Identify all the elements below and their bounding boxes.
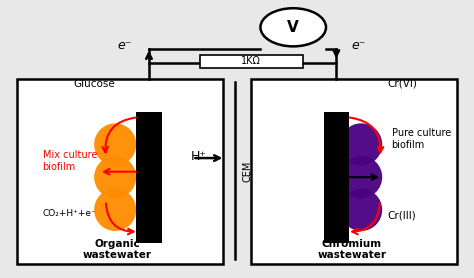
FancyArrowPatch shape xyxy=(352,203,380,234)
Ellipse shape xyxy=(340,123,382,166)
Text: Chromium
wastewater: Chromium wastewater xyxy=(317,239,386,260)
Text: e⁻: e⁻ xyxy=(117,39,132,51)
FancyArrowPatch shape xyxy=(106,203,134,234)
Ellipse shape xyxy=(94,189,137,231)
Ellipse shape xyxy=(340,189,382,231)
Text: 1KΩ: 1KΩ xyxy=(241,56,261,66)
Text: Cr(III): Cr(III) xyxy=(387,210,416,220)
FancyArrowPatch shape xyxy=(350,174,377,180)
Ellipse shape xyxy=(94,123,137,166)
FancyArrowPatch shape xyxy=(102,118,136,152)
Ellipse shape xyxy=(340,156,382,198)
Text: CEM: CEM xyxy=(243,161,253,182)
Text: CO₂+H⁺+e⁻: CO₂+H⁺+e⁻ xyxy=(43,209,96,219)
FancyArrowPatch shape xyxy=(104,169,136,175)
Text: Organic
wastewater: Organic wastewater xyxy=(83,239,152,260)
Text: H⁺: H⁺ xyxy=(191,150,207,163)
Text: e⁻: e⁻ xyxy=(352,39,366,51)
Bar xyxy=(200,54,302,68)
Text: Glucose: Glucose xyxy=(73,79,115,89)
Text: Mix culture
biofilm: Mix culture biofilm xyxy=(43,150,97,172)
Text: Cr(VI): Cr(VI) xyxy=(387,79,417,89)
Bar xyxy=(251,79,457,264)
Text: V: V xyxy=(287,20,299,35)
Circle shape xyxy=(260,8,326,46)
Bar xyxy=(17,79,223,264)
Bar xyxy=(324,112,349,242)
Bar xyxy=(137,112,162,242)
Ellipse shape xyxy=(94,156,137,198)
FancyArrowPatch shape xyxy=(350,118,383,152)
Text: Pure culture
biofilm: Pure culture biofilm xyxy=(392,128,451,150)
